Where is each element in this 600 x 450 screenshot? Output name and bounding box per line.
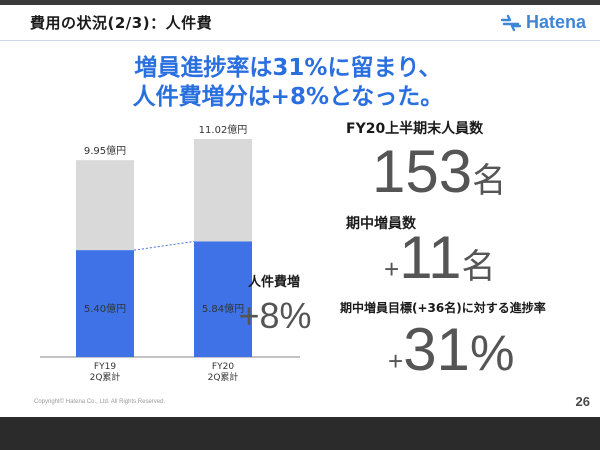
x-tick-label: FY20: [212, 362, 234, 372]
growth-value: +8%: [238, 295, 311, 336]
bar-total-label: 11.02億円: [199, 123, 248, 136]
brand-logo: Hatena: [500, 12, 586, 33]
top-bar: [0, 0, 600, 5]
page-number: 26: [575, 394, 590, 409]
bar-segment-other: [194, 139, 252, 242]
bar-total-label: 9.95億円: [84, 144, 126, 157]
metric-label-increase: 期中増員数: [346, 216, 416, 232]
metric-unit: 名: [461, 248, 496, 286]
growth-connector-line: [133, 240, 195, 251]
x-tick-label: FY19: [94, 362, 116, 372]
metric-unit: %: [469, 325, 515, 381]
bottom-bar: [0, 417, 600, 450]
growth-label: 人件費増: [248, 274, 300, 290]
header-divider: [0, 40, 600, 41]
metric-prefix: +: [388, 346, 404, 376]
bar-value-label: 5.40億円: [84, 302, 126, 315]
bar-segment-other: [76, 160, 134, 251]
bar-segment-personnel: [194, 241, 252, 357]
bar-segment-personnel: [76, 250, 134, 357]
hatena-logo-icon: [500, 14, 521, 31]
headline-line-1: 増員進捗率は31%に留まり、: [134, 55, 442, 81]
copyright-footer: Copyright© Hatena Co., Ltd. All Rights R…: [34, 399, 166, 405]
x-tick-label: 2Q累計: [90, 371, 121, 383]
metric-prefix: +: [384, 254, 400, 284]
metric-value-progress: +31%: [388, 320, 514, 380]
brand-name: Hatena: [525, 12, 586, 32]
bar-value-label: 5.84億円: [202, 302, 244, 315]
metric-label-progress: 期中増員目標(+36名)に対する進捗率: [340, 301, 546, 315]
slide-title: 費用の状況(2/3)：人件費: [30, 14, 213, 32]
metric-number: 153: [372, 138, 473, 205]
metric-value-headcount: 153名: [372, 142, 506, 202]
metric-value-increase: +11名: [384, 228, 495, 288]
metric-number: 31: [403, 316, 470, 383]
headline-line-2: 人件費増分は+8%となった。: [132, 84, 444, 110]
metric-number: 11: [399, 224, 462, 291]
headline: 増員進捗率は31%に留まり、 人件費増分は+8%となった。: [78, 54, 498, 112]
metric-label-headcount: FY20上半期末人員数: [346, 121, 484, 137]
metric-unit: 名: [472, 162, 507, 200]
x-tick-label: 2Q累計: [208, 371, 239, 383]
